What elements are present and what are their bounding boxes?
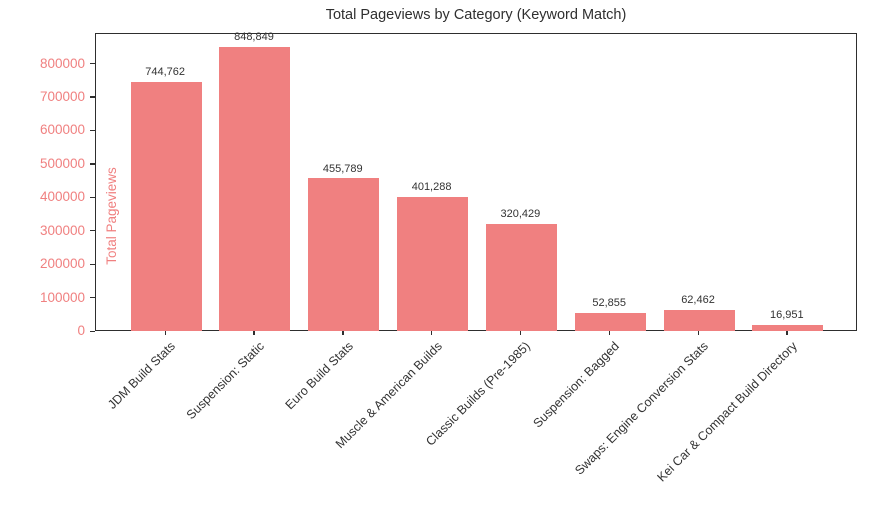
y-tick-label: 600000: [39, 122, 85, 138]
bar-value-label: 401,288: [411, 180, 452, 193]
y-axis-label: Total Pageviews: [104, 167, 119, 265]
bar: [397, 196, 469, 331]
y-tick-mark: [90, 163, 95, 165]
bar: [752, 325, 824, 331]
y-tick-label: 700000: [39, 88, 85, 104]
y-tick-label: 200000: [39, 256, 85, 272]
y-tick-mark: [90, 230, 95, 232]
x-tick-mark: [431, 331, 433, 335]
bar: [308, 178, 380, 331]
plot-area: Total Pageviews: [95, 33, 857, 331]
bar-value-label: 848,849: [234, 31, 274, 44]
x-tick-mark: [519, 331, 522, 335]
y-tick-label: 500000: [39, 155, 85, 171]
x-tick-label: JDM Build Stats: [105, 339, 179, 412]
y-tick-mark: [90, 330, 95, 332]
chart-title: Total Pageviews by Category (Keyword Mat…: [325, 7, 627, 23]
bar-value-label: 455,789: [322, 162, 363, 175]
bar-value-label: 62,462: [681, 294, 715, 307]
bar: [485, 223, 557, 331]
x-tick-mark: [164, 331, 166, 335]
y-tick-mark: [90, 96, 95, 98]
y-tick-mark: [90, 129, 95, 132]
bar-value-label: 52,855: [592, 297, 627, 310]
y-tick-label: 300000: [39, 222, 85, 238]
x-tick-mark: [253, 331, 255, 335]
bar-value-label: 744,762: [145, 65, 186, 78]
y-tick-label: 800000: [39, 55, 85, 71]
x-tick-mark: [697, 331, 699, 335]
bar-value-label: 16,951: [770, 309, 804, 322]
y-tick-mark: [90, 297, 95, 299]
bar-value-label: 320,429: [500, 207, 541, 220]
y-tick-mark: [90, 63, 95, 65]
bar: [219, 46, 291, 331]
y-tick-label: 0: [77, 323, 85, 338]
x-tick-mark: [608, 331, 610, 335]
y-tick-label: 100000: [39, 289, 85, 305]
y-tick-mark: [90, 263, 95, 265]
bar: [663, 309, 735, 331]
x-tick-mark: [342, 331, 344, 335]
y-tick-mark: [90, 196, 95, 199]
x-tick-mark: [786, 331, 788, 335]
bar: [574, 313, 646, 331]
bar: [130, 81, 202, 331]
y-tick-label: 400000: [39, 189, 85, 205]
